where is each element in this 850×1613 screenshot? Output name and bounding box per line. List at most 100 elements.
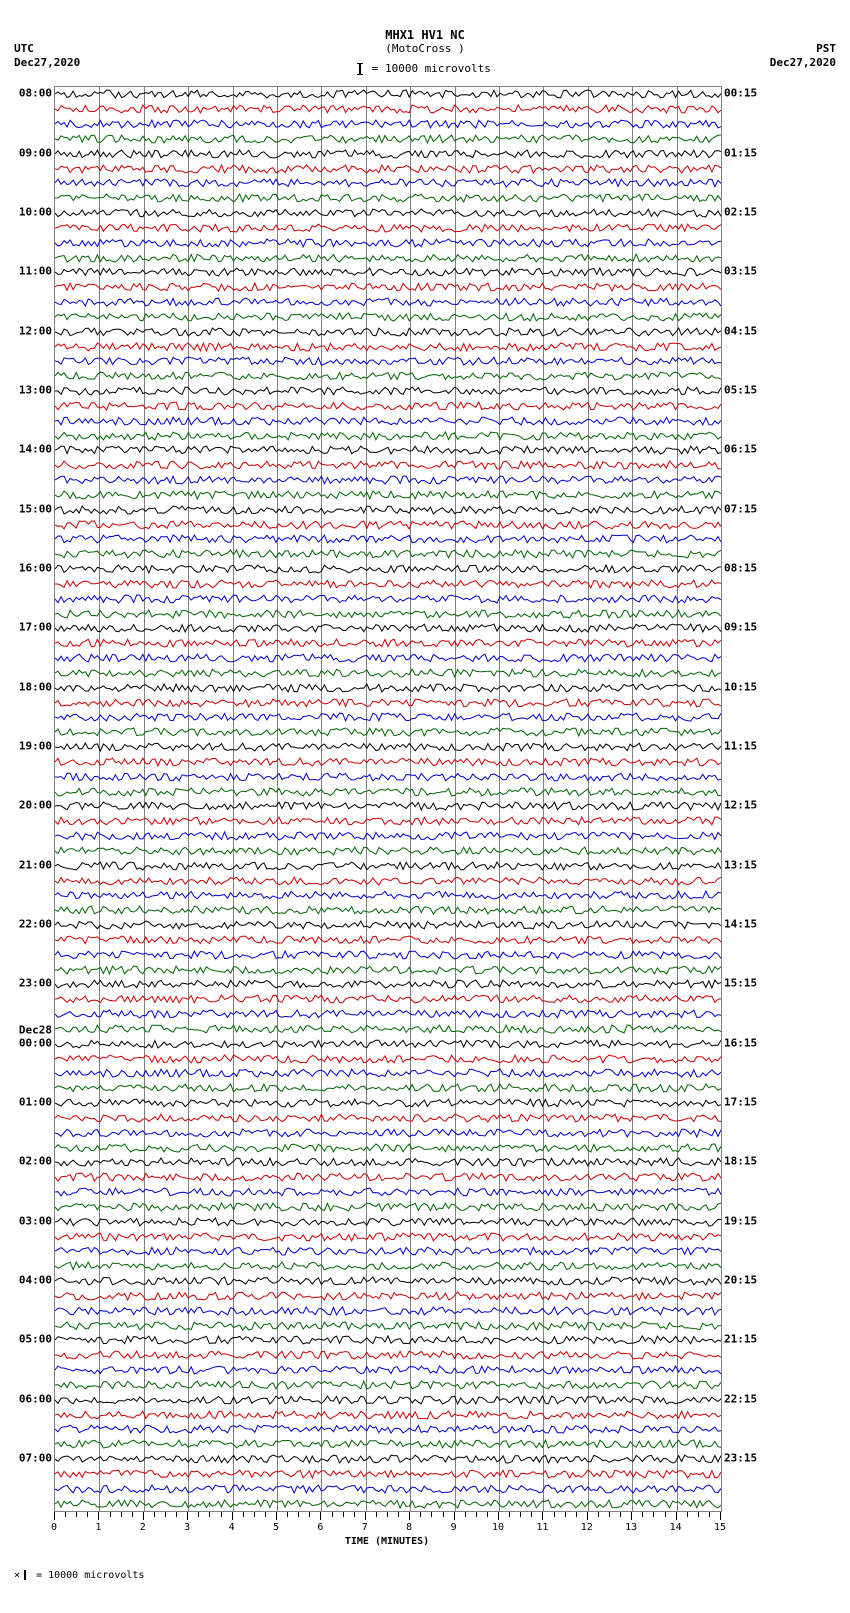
xaxis-tick-label: 7 [362, 1522, 368, 1533]
trace-row [55, 236, 721, 250]
trace-row [55, 844, 721, 858]
pst-hour-label: 03:15 [724, 265, 757, 278]
trace-row [55, 1393, 721, 1407]
trace-row [55, 710, 721, 724]
station-subtitle: (MotoCross ) [0, 42, 850, 55]
trace-row [55, 191, 721, 205]
pst-hour-label: 10:15 [724, 680, 757, 693]
trace-row [55, 1230, 721, 1244]
trace-row [55, 1007, 721, 1021]
trace-row [55, 1378, 721, 1392]
trace-row [55, 1126, 721, 1140]
pst-hour-label: 12:15 [724, 799, 757, 812]
trace-row [55, 1052, 721, 1066]
trace-row [55, 265, 721, 279]
trace-row [55, 992, 721, 1006]
trace-row [55, 1081, 721, 1095]
trace-row [55, 473, 721, 487]
xaxis-tick-label: 13 [625, 1522, 637, 1533]
trace-row [55, 1200, 721, 1214]
utc-hour-label: 18:00 [4, 680, 52, 693]
trace-row [55, 1155, 721, 1169]
trace-row [55, 785, 721, 799]
trace-row [55, 1111, 721, 1125]
trace-row [55, 666, 721, 680]
utc-hour-label: 15:00 [4, 502, 52, 515]
utc-hour-label: 22:00 [4, 918, 52, 931]
trace-row [55, 1037, 721, 1051]
trace-row [55, 206, 721, 220]
utc-hour-label: 06:00 [4, 1392, 52, 1405]
trace-row [55, 384, 721, 398]
trace-row [55, 799, 721, 813]
pst-hour-label: 13:15 [724, 858, 757, 871]
trace-row [55, 1333, 721, 1347]
trace-row [55, 1422, 721, 1436]
pst-hour-label: 23:15 [724, 1452, 757, 1465]
seismogram-plot [54, 86, 722, 1512]
trace-row [55, 888, 721, 902]
station-title: MHX1 HV1 NC [0, 28, 850, 42]
time-axis-title: TIME (MINUTES) [54, 1536, 720, 1547]
pst-hour-label: 22:15 [724, 1392, 757, 1405]
trace-row [55, 132, 721, 146]
trace-row [55, 1304, 721, 1318]
trace-row [55, 918, 721, 932]
trace-row [55, 354, 721, 368]
xaxis-tick-label: 4 [229, 1522, 235, 1533]
pst-hour-label: 08:15 [724, 562, 757, 575]
utc-hour-label: 05:00 [4, 1333, 52, 1346]
trace-row [55, 1497, 721, 1511]
xaxis-tick-label: 15 [714, 1522, 726, 1533]
trace-row [55, 1066, 721, 1080]
trace-row [55, 607, 721, 621]
trace-row [55, 1096, 721, 1110]
trace-row [55, 621, 721, 635]
footer-scale-label: = 10000 microvolts [36, 1570, 144, 1581]
pst-hour-label: 00:15 [724, 87, 757, 100]
pst-hour-label: 21:15 [724, 1333, 757, 1346]
timezone-right: PST [816, 42, 836, 55]
seismogram-container: MHX1 HV1 NC (MotoCross ) = 10000 microvo… [0, 0, 850, 1613]
pst-hour-label: 01:15 [724, 146, 757, 159]
trace-row [55, 1141, 721, 1155]
trace-row [55, 829, 721, 843]
trace-row [55, 532, 721, 546]
utc-hour-label: 10:00 [4, 206, 52, 219]
trace-row [55, 325, 721, 339]
trace-row [55, 651, 721, 665]
trace-row [55, 1259, 721, 1273]
pst-hour-label: 07:15 [724, 502, 757, 515]
utc-hour-label: 04:00 [4, 1274, 52, 1287]
trace-row [55, 251, 721, 265]
scale-bar-icon [359, 63, 361, 75]
xaxis-tick-label: 5 [273, 1522, 279, 1533]
trace-row [55, 1022, 721, 1036]
xaxis-tick-label: 12 [581, 1522, 593, 1533]
trace-row [55, 518, 721, 532]
trace-row [55, 903, 721, 917]
xaxis-tick-label: 11 [536, 1522, 548, 1533]
trace-row [55, 1482, 721, 1496]
trace-row [55, 1185, 721, 1199]
trace-row [55, 1215, 721, 1229]
utc-hour-label: 07:00 [4, 1452, 52, 1465]
utc-hour-label: 19:00 [4, 740, 52, 753]
pst-hour-label: 04:15 [724, 324, 757, 337]
pst-hour-label: 20:15 [724, 1274, 757, 1287]
trace-row [55, 295, 721, 309]
utc-hour-label: 11:00 [4, 265, 52, 278]
utc-hour-label: 21:00 [4, 858, 52, 871]
trace-row [55, 340, 721, 354]
trace-row [55, 399, 721, 413]
trace-row [55, 755, 721, 769]
utc-hour-label: 17:00 [4, 621, 52, 634]
trace-row [55, 1467, 721, 1481]
trace-row [55, 162, 721, 176]
trace-row [55, 696, 721, 710]
trace-row [55, 977, 721, 991]
date-left: Dec27,2020 [14, 56, 80, 69]
trace-row [55, 310, 721, 324]
pst-hour-label: 15:15 [724, 977, 757, 990]
footer-scale-bar-icon [24, 1570, 26, 1580]
